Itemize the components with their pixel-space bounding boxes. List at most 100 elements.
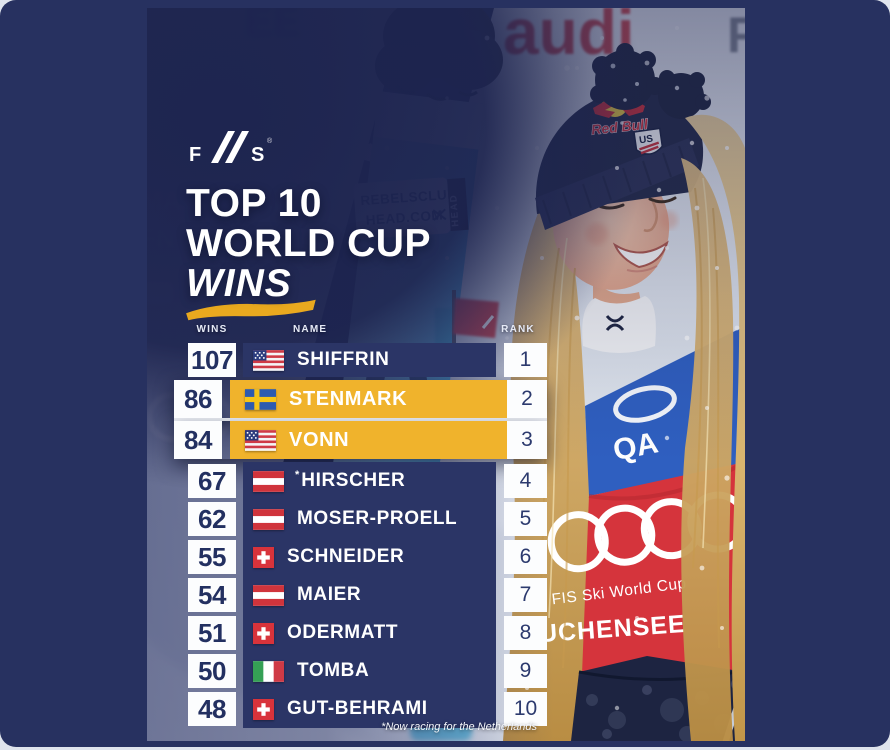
wins-value: 67 (198, 465, 226, 496)
footnote: *Now racing for the Netherlands (381, 721, 537, 733)
wins-cell: 67 (188, 464, 236, 498)
rank-cell: 8 (504, 616, 547, 650)
registered-mark: ® (267, 137, 273, 145)
rank-value: 2 (521, 387, 533, 410)
rank-cell: 5 (504, 502, 547, 536)
fis-slash-icon (225, 131, 249, 163)
table-column-headers: WINS NAME RANK (0, 324, 890, 338)
page-title: TOP 10 WORLD CUP WINS (186, 184, 431, 304)
wins-cell: 48 (188, 692, 236, 726)
wins-value: 86 (184, 383, 212, 414)
table-row: 86 STENMARK 2 (174, 380, 547, 418)
wins-cell: 54 (188, 578, 236, 612)
name-bar: VONN (230, 421, 507, 459)
racer-name: HIRSCHER (301, 470, 406, 491)
table-row: 84 VONN 3 (174, 421, 547, 459)
wins-value: 107 (191, 344, 233, 375)
name-bar: STENMARK (230, 380, 507, 418)
rank-cell: 3 (507, 421, 547, 459)
flag-icon-se (245, 388, 276, 410)
wins-cell: 62 (188, 502, 236, 536)
rank-value: 7 (519, 583, 532, 606)
flag-icon-us (245, 429, 276, 451)
fis-letter-s: S (251, 144, 264, 166)
flag-icon-at (253, 508, 284, 530)
rank-cell: 1 (504, 343, 547, 377)
rank-value: 8 (519, 621, 532, 644)
rank-cell: 9 (504, 654, 547, 688)
name-column-header: NAME (293, 324, 328, 335)
rank-value: 1 (519, 348, 532, 371)
rank-cell: 7 (504, 578, 547, 612)
table-row: 50 TOMBA 9 (174, 652, 547, 690)
head-tag-label: HEAD (448, 193, 461, 227)
name-bar: MAIER (243, 576, 496, 614)
wins-value: 55 (198, 541, 226, 572)
table-row: 54 MAIER 7 (174, 576, 547, 614)
table-row: 48 GUT-BEHRAMI 10 (174, 690, 547, 728)
rank-value: 10 (513, 697, 538, 720)
rank-value: 3 (521, 428, 533, 451)
rank-value: 5 (519, 507, 532, 530)
rank-value: 6 (519, 545, 532, 568)
wins-value: 48 (198, 693, 226, 724)
fis-logo: F S ® (189, 131, 273, 166)
flag-icon-us (253, 349, 284, 371)
racer-name: TOMBA (297, 660, 370, 681)
name-bar: GUT-BEHRAMI (243, 690, 496, 728)
name-bar: * HIRSCHER (243, 462, 496, 500)
rank-cell: 4 (504, 464, 547, 498)
wins-value: 50 (198, 655, 226, 686)
wins-cell: 51 (188, 616, 236, 650)
wins-column-header: WINS (196, 324, 228, 335)
wins-value: 84 (184, 424, 212, 455)
racer-name: VONN (289, 428, 350, 451)
name-bar: MOSER-PROELL (243, 500, 496, 538)
table-row: 51 ODERMATT 8 (174, 614, 547, 652)
yellow-brush-stroke (186, 299, 316, 321)
flag-icon-at (253, 470, 284, 492)
table-row: 107 SHIFFRIN 1 (174, 343, 547, 377)
racer-name: MOSER-PROELL (297, 508, 458, 529)
faint-text: FN (147, 223, 175, 253)
racer-name: SCHNEIDER (287, 546, 405, 567)
row-separator (174, 418, 547, 421)
wins-value: 54 (198, 579, 226, 610)
flag-icon-ch (253, 622, 274, 644)
rank-cell: 10 (504, 692, 547, 726)
wins-table: 107 SHIFFRIN 1 86 STENMARK 2 84 VONN 3 67 * HIRSCHE… (174, 343, 547, 728)
racer-name: SHIFFRIN (297, 349, 390, 370)
rank-column-header: RANK (501, 324, 535, 335)
faint-text: MA (147, 186, 182, 216)
wins-cell: 55 (188, 540, 236, 574)
flag-icon-it (253, 660, 284, 682)
title-line1: TOP 10 (186, 182, 322, 225)
racer-name: STENMARK (289, 387, 408, 410)
wins-cell: 84 (174, 421, 222, 459)
racer-name: ODERMATT (287, 622, 399, 643)
flag-icon-at (253, 584, 284, 606)
wins-cell: 107 (188, 343, 236, 377)
fis-slash-icon (211, 131, 235, 163)
fis-letter-f: F (189, 144, 201, 166)
flag-icon-ch (253, 698, 274, 720)
rank-cell: 2 (507, 380, 547, 418)
name-bar: ODERMATT (243, 614, 496, 652)
name-bar: SHIFFRIN (243, 343, 496, 377)
racer-name: MAIER (297, 584, 362, 605)
backdrop-letter: F (727, 8, 745, 63)
rank-cell: 6 (504, 540, 547, 574)
note-asterisk: * (295, 469, 300, 481)
name-bar: TOMBA (243, 652, 496, 690)
table-row: 55 SCHNEIDER 6 (174, 538, 547, 576)
rank-value: 9 (519, 659, 532, 682)
title-line2: WORLD CUP (186, 222, 431, 265)
table-row: 67 * HIRSCHER 4 (174, 462, 547, 500)
wins-cell: 86 (174, 380, 222, 418)
title-line3: WINS (186, 262, 292, 305)
backdrop-blur-text: EE (245, 8, 301, 45)
rank-value: 4 (519, 469, 532, 492)
flag-icon-ch (253, 546, 274, 568)
table-row: 62 MOSER-PROELL 5 (174, 500, 547, 538)
